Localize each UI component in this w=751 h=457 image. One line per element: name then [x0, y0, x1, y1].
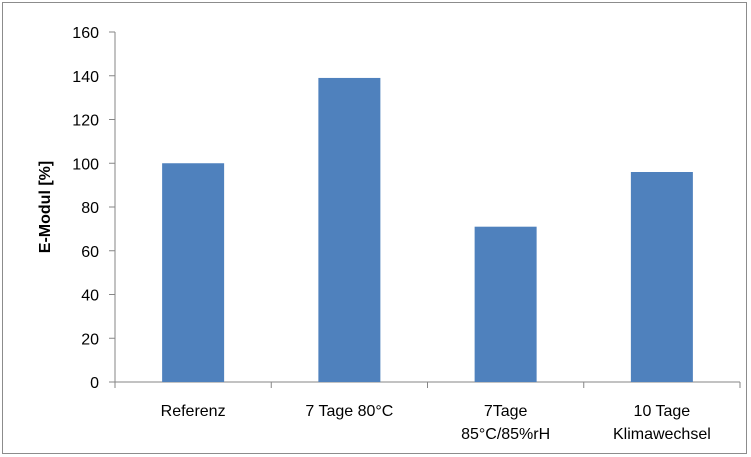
bar: [630, 172, 693, 382]
y-axis-title: E-Modul [%]: [37, 161, 54, 253]
x-tick-label: 7 Tage 80°C: [305, 403, 393, 420]
x-tick-label: 85°C/85%rH: [461, 426, 550, 443]
x-tick-label: 10 Tage: [634, 403, 691, 420]
y-tick-label: 40: [81, 288, 99, 305]
bars: [162, 77, 693, 382]
y-tick-label: 100: [72, 156, 99, 173]
y-tick-label: 0: [90, 375, 99, 392]
y-tick-label: 120: [72, 113, 99, 130]
y-tick-label: 160: [72, 25, 99, 42]
bar: [318, 77, 381, 382]
x-tick-label: Referenz: [161, 403, 226, 420]
x-tick-labels: Referenz 7 Tage 80°C 7Tage 85°C/85%rH 10 Tag…: [161, 403, 711, 443]
bar: [162, 163, 225, 382]
bar: [474, 226, 537, 382]
y-tick-label: 60: [81, 244, 99, 261]
y-tick-label: 140: [72, 69, 99, 86]
y-tick-labels: 0 20 40 60 80 100 120 140 160: [72, 25, 99, 392]
x-tick-label: 7Tage: [484, 403, 528, 420]
y-tick-label: 20: [81, 331, 99, 348]
y-tick-label: 80: [81, 200, 99, 217]
x-tick-label: Klimawechsel: [613, 426, 711, 443]
